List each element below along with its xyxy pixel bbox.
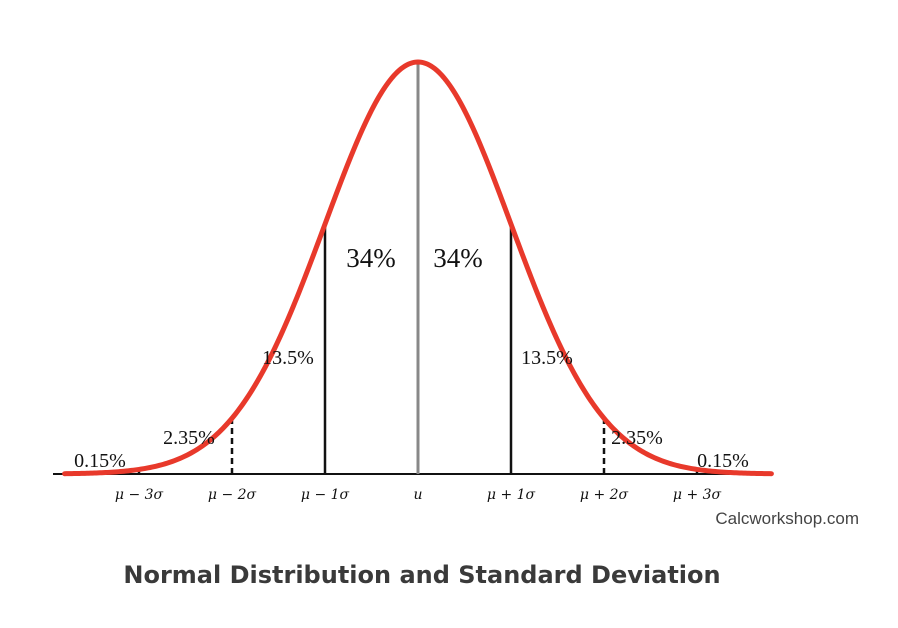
tick-label-plus-1sd: μ + 1σ	[487, 487, 536, 503]
region-labels: 0.15% 2.35% 13.5% 34% 34% 13.5% 2.35% 0.15%	[74, 243, 749, 472]
tick-label-plus-2sd: μ + 2σ	[580, 487, 629, 503]
tick-label-minus-3sd: μ − 3σ	[115, 487, 164, 503]
region-label-plus-1-to-plus-2: 13.5%	[521, 347, 573, 369]
region-label-minus-3-to-minus-2: 2.35%	[163, 427, 215, 449]
tick-label-plus-3sd: μ + 3σ	[673, 487, 722, 503]
chart-title: Normal Distribution and Standard Deviati…	[123, 561, 720, 589]
normal-curve	[62, 59, 774, 477]
x-tick-labels: μ − 3σ μ − 2σ μ − 1σ u μ + 1σ μ + 2σ μ + 3σ	[115, 487, 722, 503]
region-label-tail-right: 0.15%	[697, 450, 749, 472]
region-label-tail-left: 0.15%	[74, 450, 126, 472]
region-label-plus-2-to-plus-3: 2.35%	[611, 427, 663, 449]
credit-text: Calcworkshop.com	[715, 509, 859, 528]
boundary-lines	[137, 62, 699, 474]
tick-label-minus-1sd: μ − 1σ	[301, 487, 350, 503]
tick-label-mean: u	[413, 487, 422, 503]
region-label-mean-to-plus-1: 34%	[433, 243, 483, 273]
region-label-minus-2-to-minus-1: 13.5%	[262, 347, 314, 369]
region-label-minus-1-to-mean: 34%	[346, 243, 396, 273]
tick-label-minus-2sd: μ − 2σ	[208, 487, 257, 503]
